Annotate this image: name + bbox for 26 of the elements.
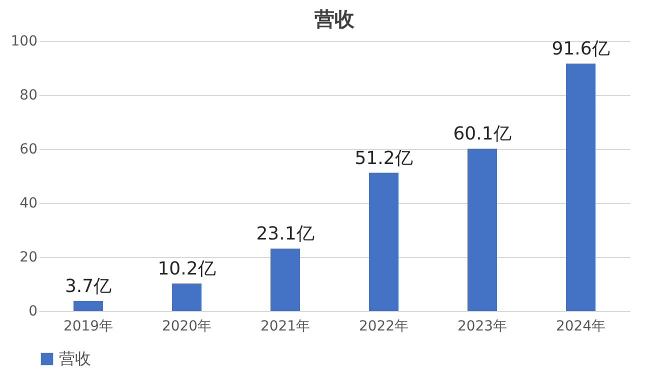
bar: [73, 301, 104, 311]
bar: [566, 64, 596, 311]
y-tick-label: 60: [20, 142, 38, 158]
y-tick-label: 0: [28, 304, 38, 320]
data-label: 91.6亿: [552, 38, 610, 60]
data-label: 10.2亿: [158, 258, 216, 280]
x-tick-label: 2024年: [556, 318, 606, 334]
data-label: 60.1亿: [453, 124, 512, 145]
x-tick-label: 2023年: [457, 318, 508, 334]
chart-title: 营收: [314, 7, 356, 31]
bar: [270, 248, 300, 311]
y-tick-label: 40: [20, 196, 38, 212]
y-tick-label: 20: [20, 250, 38, 266]
bar: [368, 172, 399, 311]
x-tick-label: 2019年: [63, 318, 114, 334]
bar: [172, 283, 202, 311]
data-label: 51.2亿: [354, 148, 413, 169]
y-tick-label: 80: [20, 88, 38, 104]
x-tick-label: 2022年: [358, 318, 409, 334]
y-tick-label: 100: [10, 34, 38, 50]
bar: [467, 148, 498, 311]
x-tick-label: 2021年: [260, 318, 310, 334]
legend-label: 营收: [59, 349, 91, 368]
data-label: 3.7亿: [64, 276, 112, 298]
x-tick-label: 2020年: [162, 318, 212, 334]
data-label: 23.1亿: [256, 224, 314, 245]
